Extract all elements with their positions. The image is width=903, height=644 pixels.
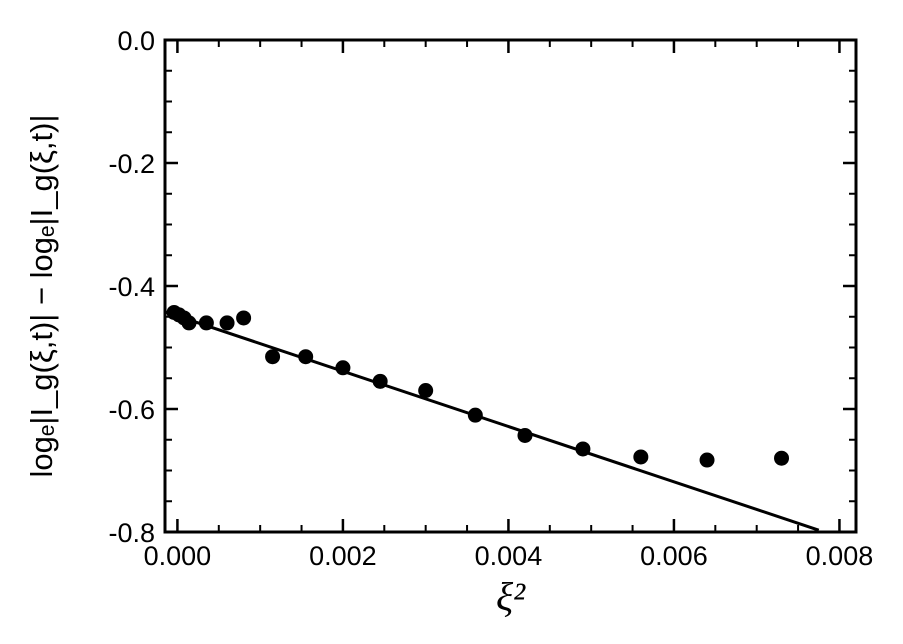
axis-ticks <box>165 38 856 534</box>
x-tick-label: 0.004 <box>475 541 543 571</box>
tick-labels: 0.000 0.002 0.004 0.006 0.008 0.0 -0.2 -0.4 -0.6… <box>108 26 873 571</box>
plot-frame <box>163 38 858 534</box>
y-tick-label: -0.8 <box>108 518 155 548</box>
x-axis-label: ξ² <box>496 574 526 619</box>
data-point <box>236 310 252 326</box>
plot-border <box>163 38 858 534</box>
data-point <box>265 349 281 365</box>
y-tick-label: -0.6 <box>108 395 155 425</box>
x-axis-title: ξ² <box>496 574 526 619</box>
data-point <box>219 315 235 331</box>
fit-line <box>164 310 820 532</box>
x-tick-label: 0.002 <box>309 541 377 571</box>
y-axis-title: logₑ|I_g(ξ,t)| − logₑ|I_g(ξ,t)| <box>24 114 59 477</box>
data-point <box>633 449 649 465</box>
data-point <box>774 450 790 466</box>
data-point <box>699 452 715 468</box>
x-tick-label: 0.008 <box>806 541 874 571</box>
y-tick-label: -0.2 <box>108 149 155 179</box>
x-tick-label: 0.000 <box>144 541 212 571</box>
y-tick-label: -0.4 <box>108 272 155 302</box>
data-series <box>164 304 820 532</box>
data-point <box>418 383 434 399</box>
y-tick-label: 0.0 <box>117 26 155 56</box>
x-tick-label: 0.006 <box>640 541 708 571</box>
y-axis-label: logₑ|I_g(ξ,t)| − logₑ|I_g(ξ,t)| <box>24 114 59 477</box>
